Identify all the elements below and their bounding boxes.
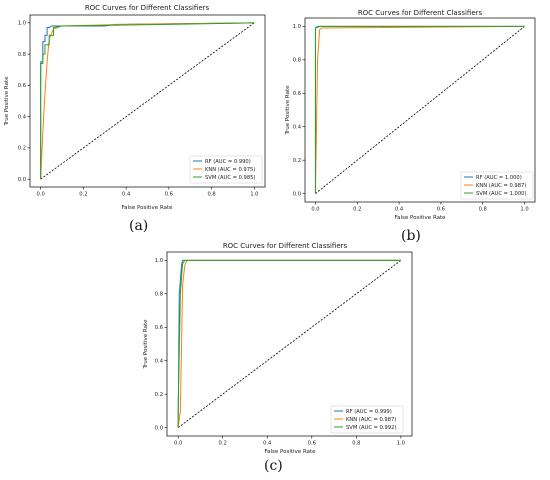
x-tick-label: 1.0 bbox=[397, 441, 405, 447]
x-tick-label: 0.6 bbox=[308, 441, 316, 447]
y-tick-label: 0.8 bbox=[155, 292, 163, 298]
legend-label-knn: KNN (AUC = 0.975) bbox=[205, 167, 255, 173]
plot-frame bbox=[29, 14, 266, 188]
y-tick-label: 0.0 bbox=[293, 191, 301, 197]
roc-chart-c: ROC Curves for Different Classifiers 0.0… bbox=[143, 242, 413, 455]
legend-label-rf: RF (AUC = 0.999) bbox=[346, 409, 392, 415]
x-tick-label: 0.0 bbox=[311, 207, 319, 213]
y-tick-label: 0.4 bbox=[155, 359, 164, 365]
y-tick-label: 0.8 bbox=[18, 52, 26, 58]
y-tick-label: 0.0 bbox=[155, 425, 163, 431]
caption-b: (b) bbox=[401, 228, 421, 244]
legend-label-svm: SVM (AUC = 0.985) bbox=[205, 175, 255, 181]
series-lines bbox=[40, 22, 255, 180]
x-axis: 0.0 0.2 0.4 0.6 0.8 1.0 bbox=[37, 187, 258, 198]
x-tick-label: 0.0 bbox=[174, 441, 182, 447]
diagonal-reference-line bbox=[177, 260, 402, 428]
x-tick-label: 0.4 bbox=[122, 192, 131, 198]
legend-label-svm: SVM (AUC = 1.000) bbox=[476, 191, 526, 197]
x-tick-label: 0.2 bbox=[79, 192, 87, 198]
legend: RF (AUC = 1.000) KNN (AUC = 0.987) SVM (… bbox=[460, 171, 534, 200]
roc-chart-a: ROC Curves for Different Classifiers 0.0… bbox=[4, 4, 266, 211]
roc-chart-b: ROC Curves for Different Classifiers 0.0… bbox=[285, 9, 536, 221]
legend-label-rf: RF (AUC = 1.000) bbox=[476, 175, 522, 181]
series-lines bbox=[177, 259, 401, 428]
caption-c: (c) bbox=[264, 458, 283, 474]
caption-a: (a) bbox=[129, 218, 149, 234]
x-axis-label: False Positive Rate bbox=[264, 449, 316, 455]
legend-label-knn: KNN (AUC = 0.987) bbox=[476, 183, 526, 189]
y-tick-label: 0.6 bbox=[293, 91, 301, 97]
x-axis-label: False Positive Rate bbox=[394, 215, 446, 221]
y-axis: 0.0 0.2 0.4 0.6 0.8 1.0 bbox=[293, 24, 305, 197]
y-axis: 0.0 0.2 0.4 0.6 0.8 1.0 bbox=[155, 258, 167, 431]
y-tick-label: 1.0 bbox=[155, 258, 163, 264]
x-tick-label: 0.6 bbox=[165, 192, 173, 198]
chart-title: ROC Curves for Different Classifiers bbox=[223, 242, 348, 250]
y-tick-label: 1.0 bbox=[18, 21, 26, 27]
legend-box bbox=[330, 405, 404, 434]
legend-label-rf: RF (AUC = 0.990) bbox=[205, 159, 251, 165]
legend: RF (AUC = 0.990) KNN (AUC = 0.975) SVM (… bbox=[189, 155, 263, 184]
y-tick-label: 0.4 bbox=[18, 114, 27, 120]
legend: RF (AUC = 0.999) KNN (AUC = 0.987) SVM (… bbox=[330, 405, 404, 434]
legend-box bbox=[460, 171, 534, 200]
legend-label-svm: SVM (AUC = 0.992) bbox=[346, 425, 396, 431]
plot-frame bbox=[166, 251, 413, 437]
y-tick-label: 0.6 bbox=[155, 325, 163, 331]
x-tick-label: 1.0 bbox=[250, 192, 258, 198]
x-axis: 0.0 0.2 0.4 0.6 0.8 1.0 bbox=[311, 202, 529, 213]
series-lines bbox=[314, 25, 525, 194]
y-tick-label: 0.2 bbox=[155, 392, 163, 398]
legend-label-knn: KNN (AUC = 0.987) bbox=[346, 417, 396, 423]
x-tick-label: 0.6 bbox=[437, 207, 445, 213]
y-axis-label: True Positive Rate bbox=[4, 76, 10, 127]
y-axis: 0.0 0.2 0.4 0.6 0.8 1.0 bbox=[18, 21, 30, 183]
x-tick-label: 0.8 bbox=[479, 207, 487, 213]
plot-frame bbox=[304, 17, 536, 203]
x-axis-label: False Positive Rate bbox=[121, 205, 173, 211]
y-tick-label: 0.4 bbox=[293, 125, 302, 131]
diagonal-reference-line bbox=[40, 22, 255, 180]
y-tick-label: 0.2 bbox=[293, 158, 301, 164]
diagonal-reference-line bbox=[315, 26, 525, 194]
chart-title: ROC Curves for Different Classifiers bbox=[85, 4, 210, 12]
y-tick-label: 0.0 bbox=[18, 177, 26, 183]
chart-title: ROC Curves for Different Classifiers bbox=[358, 9, 483, 17]
x-tick-label: 0.0 bbox=[37, 192, 45, 198]
x-tick-label: 0.2 bbox=[353, 207, 361, 213]
legend-box bbox=[189, 155, 263, 184]
x-tick-label: 0.4 bbox=[395, 207, 404, 213]
y-axis-label: True Positive Rate bbox=[285, 85, 291, 136]
x-tick-label: 0.8 bbox=[207, 192, 215, 198]
x-tick-label: 0.8 bbox=[352, 441, 360, 447]
x-tick-label: 0.2 bbox=[219, 441, 227, 447]
x-tick-label: 1.0 bbox=[520, 207, 528, 213]
roc-line-svm bbox=[314, 25, 525, 194]
y-axis-label: True Positive Rate bbox=[143, 319, 149, 370]
x-axis: 0.0 0.2 0.4 0.6 0.8 1.0 bbox=[174, 436, 405, 447]
roc-line-knn bbox=[314, 25, 525, 194]
x-tick-label: 0.4 bbox=[263, 441, 272, 447]
roc-line-svm bbox=[177, 259, 401, 428]
y-tick-label: 0.8 bbox=[293, 58, 301, 64]
roc-line-svm bbox=[40, 22, 255, 180]
y-tick-label: 0.2 bbox=[18, 146, 26, 152]
y-tick-label: 1.0 bbox=[293, 24, 301, 30]
y-tick-label: 0.6 bbox=[18, 83, 26, 89]
